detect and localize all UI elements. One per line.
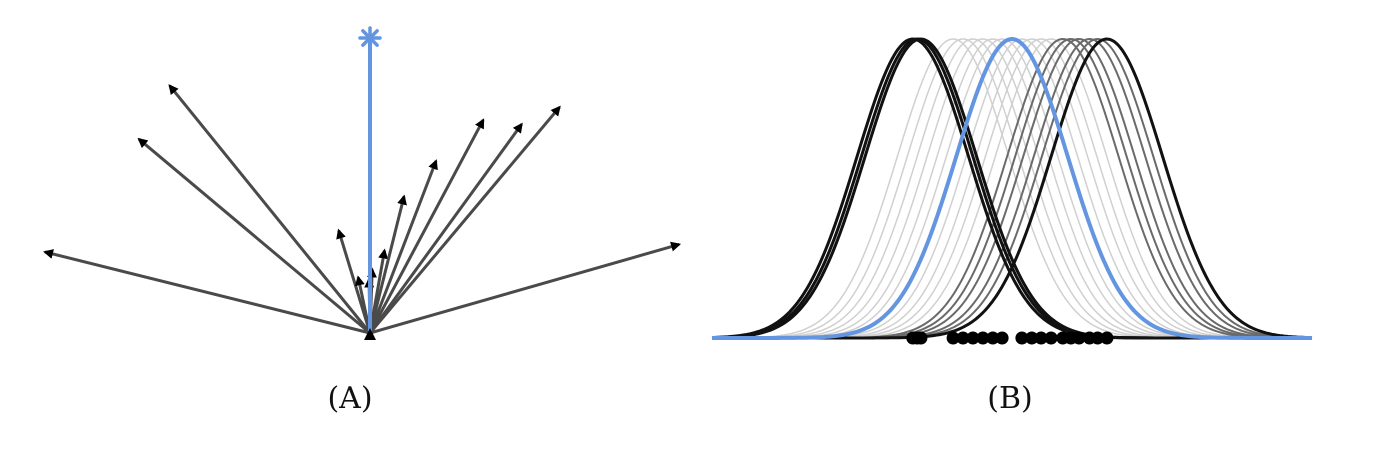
panel-b-light-curve (712, 38, 1312, 339)
panel-a-origin-marker (364, 328, 376, 340)
panel-a-arrow (369, 241, 682, 335)
panel-b-dark-curve (712, 37, 1312, 340)
panel-b-mid-curve (712, 37, 1312, 339)
panel-b-light-curve (712, 38, 1312, 339)
panel-a-arrow (137, 137, 371, 335)
panel-b-point (1034, 331, 1048, 345)
panel-b-point (1044, 331, 1058, 345)
panel-b-dark-curve (712, 37, 1312, 340)
panel-a-arrow (368, 194, 407, 334)
panel-b-light-curve (712, 38, 1312, 339)
panel-b-point (1025, 331, 1039, 345)
panel-b-point (946, 331, 960, 345)
panel-a-arrows (43, 84, 682, 335)
panel-b-mid-curve (712, 37, 1312, 339)
panel-b-point (956, 331, 970, 345)
panel-b-point (1100, 331, 1114, 345)
panel-b-highlight-curve (712, 36, 1312, 340)
panel-a-vector-diagram (43, 26, 682, 340)
panel-b-point (1072, 331, 1086, 345)
panel-b-light-curves (712, 38, 1312, 339)
panel-b-label: (B) (987, 381, 1032, 416)
panel-b-light-curve (712, 38, 1312, 339)
panel-b-point (910, 331, 924, 345)
panel-b-point (995, 331, 1009, 345)
panel-b-point (1091, 331, 1105, 345)
panel-b-mid-curves (712, 37, 1313, 339)
panel-a-arrow (168, 84, 372, 334)
panel-b-points (906, 331, 1114, 345)
panel-a-arrow (336, 228, 372, 334)
panel-b-mid-curve (712, 37, 1312, 339)
panel-a-arrow (368, 159, 438, 334)
panel-b-light-curve (712, 38, 1312, 339)
panel-b-dark-curve (712, 37, 1313, 340)
panel-b-dark-curve (711, 37, 1312, 340)
asterisk-marker-icon (358, 26, 382, 50)
panel-b-point (986, 331, 1000, 345)
panel-a-label: (A) (327, 381, 372, 416)
panel-b-light-curve (712, 38, 1312, 339)
panel-b-mid-curve (712, 37, 1313, 339)
panel-b-point (1015, 331, 1029, 345)
panel-b-gaussian-curves (711, 36, 1313, 345)
panel-b-dark-curves (711, 37, 1313, 340)
panel-b-light-curve (712, 38, 1312, 339)
panel-b-light-curve (712, 38, 1312, 339)
panel-b-point (976, 331, 990, 345)
panel-a-arrow (43, 249, 371, 335)
panel-a-arrow (368, 118, 485, 334)
panel-b-mid-curve (712, 37, 1312, 339)
panel-a-arrow (368, 122, 523, 334)
panel-b-light-curve (712, 38, 1312, 339)
asterisk-stroke (361, 29, 379, 47)
panel-b-light-curve (712, 38, 1312, 339)
panel-a-arrow (368, 105, 561, 334)
panel-b-point (966, 331, 980, 345)
